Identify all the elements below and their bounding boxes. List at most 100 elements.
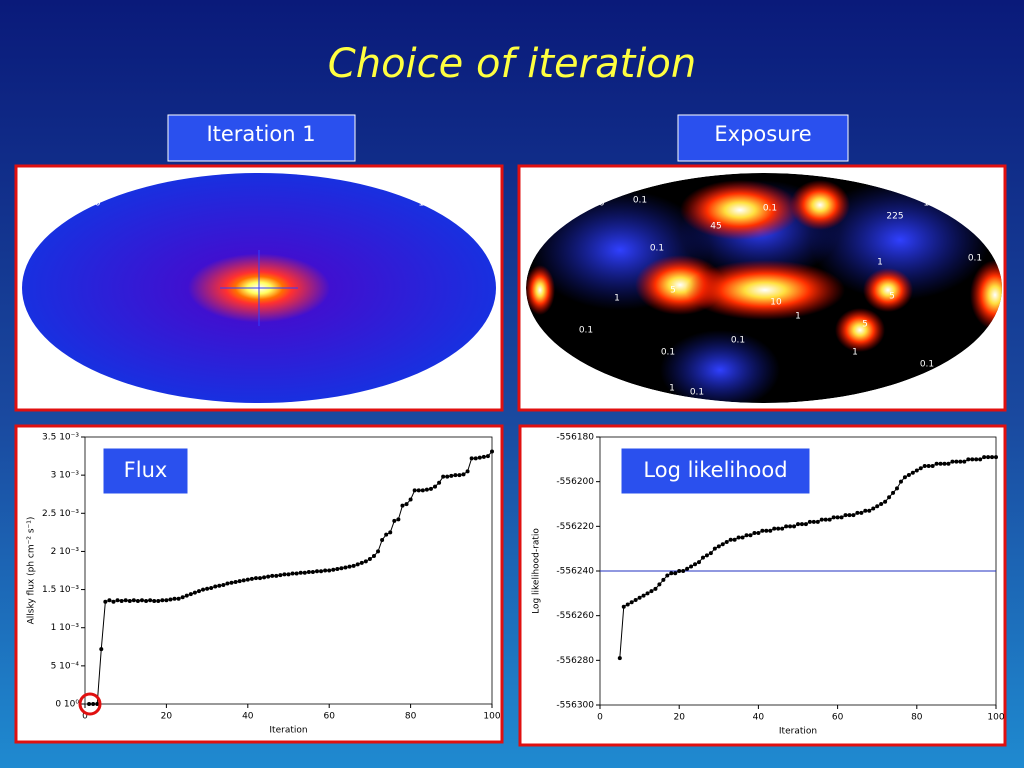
map-label: 0.1	[690, 388, 704, 398]
data-point	[978, 457, 983, 462]
map-label: 10	[770, 298, 782, 308]
data-point	[327, 568, 332, 573]
data-point	[490, 449, 494, 454]
data-point	[918, 466, 923, 471]
data-point	[225, 581, 230, 586]
map-label: 180	[923, 199, 940, 209]
map-label: 1	[852, 348, 858, 358]
data-point	[958, 459, 963, 464]
x-tick-label: 100	[483, 712, 500, 722]
data-point	[950, 459, 955, 464]
data-point	[274, 573, 279, 578]
data-point	[437, 480, 442, 485]
data-point	[123, 598, 128, 603]
data-point	[871, 506, 876, 511]
map-label: 0.1	[650, 244, 664, 254]
data-point	[481, 454, 486, 459]
map-label: 5	[670, 286, 676, 296]
data-point	[689, 564, 694, 569]
data-point	[416, 488, 421, 493]
data-point	[641, 593, 646, 598]
data-point	[649, 589, 654, 594]
data-point	[286, 572, 291, 577]
data-point	[827, 517, 832, 522]
data-point	[974, 457, 979, 462]
data-point	[148, 598, 153, 603]
data-point	[310, 570, 315, 575]
data-point	[799, 522, 804, 527]
data-point	[863, 508, 868, 513]
data-point	[258, 576, 263, 581]
chart-frame	[14, 424, 504, 744]
exposure-map	[526, 173, 1002, 403]
data-point	[176, 596, 181, 601]
data-point	[847, 513, 852, 518]
data-point	[835, 515, 840, 520]
data-point	[237, 579, 242, 584]
data-point	[282, 572, 287, 577]
data-point	[780, 526, 785, 531]
x-tick-label: 20	[161, 712, 173, 722]
data-point	[306, 570, 311, 575]
data-point	[477, 455, 482, 460]
map-label: 45	[710, 222, 721, 232]
data-point	[172, 596, 177, 601]
data-point	[621, 604, 626, 609]
map-label: 5	[862, 320, 868, 330]
data-point	[91, 702, 96, 706]
data-point	[637, 595, 642, 600]
data-point	[103, 599, 108, 604]
data-point	[388, 530, 393, 535]
slide-title: Choice of iteration	[328, 41, 696, 87]
y-axis-label: Allsky flux (ph cm⁻² s⁻¹)	[27, 517, 37, 625]
data-point	[796, 522, 800, 527]
x-tick-label: 0	[82, 712, 88, 722]
data-point	[323, 568, 328, 573]
map-label: 0.1	[763, 204, 777, 214]
data-point	[457, 473, 462, 478]
data-point	[290, 571, 295, 576]
data-point	[127, 599, 132, 604]
x-axis-label: Iteration	[779, 727, 817, 737]
data-point	[803, 522, 808, 527]
data-point	[115, 598, 120, 603]
data-point	[453, 473, 458, 478]
data-point	[196, 589, 201, 594]
data-point	[428, 486, 433, 491]
map-label: 0.1	[633, 196, 647, 206]
y-tick-label: 3 10⁻³	[51, 471, 80, 481]
data-point	[144, 599, 149, 604]
panel-label-box	[677, 114, 849, 162]
data-point	[756, 531, 761, 536]
data-point	[982, 455, 987, 460]
data-point	[898, 479, 903, 484]
data-point	[681, 569, 686, 573]
data-point	[111, 599, 116, 604]
data-point	[879, 502, 884, 506]
y-tick-label: -556220	[556, 522, 594, 532]
data-point	[772, 526, 777, 531]
data-point	[469, 456, 474, 461]
data-point	[875, 504, 880, 509]
data-point	[335, 566, 340, 571]
data-point	[404, 502, 409, 507]
data-point	[788, 524, 793, 529]
data-point	[732, 537, 737, 542]
map-label: 1	[669, 384, 675, 394]
map-label: 0.1	[920, 360, 934, 370]
data-point	[740, 535, 745, 540]
y-tick-label: 1.5 10⁻³	[42, 585, 79, 595]
data-point	[657, 582, 662, 587]
y-tick-label: -556260	[556, 611, 594, 621]
data-point	[792, 524, 797, 529]
data-point	[376, 549, 381, 554]
data-point	[319, 569, 324, 574]
data-point	[811, 519, 816, 524]
data-point	[184, 593, 189, 598]
data-point	[119, 599, 124, 604]
data-point	[302, 570, 307, 575]
data-point	[625, 602, 630, 607]
data-point	[938, 461, 943, 466]
data-point	[367, 557, 372, 562]
data-point	[180, 595, 185, 600]
